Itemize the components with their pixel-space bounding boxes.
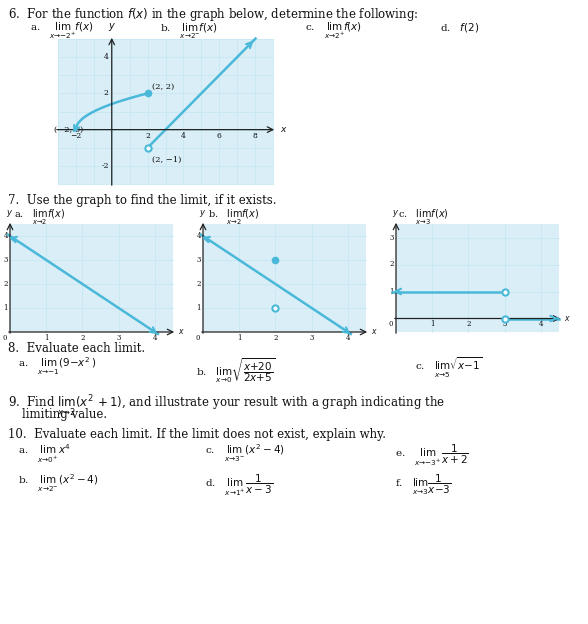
Text: 6: 6 [217,132,222,140]
Bar [396,224,559,332]
Text: $x$: $x$ [178,328,185,336]
Bar [58,39,273,184]
Text: c.   $\lim_{x \to 2^+}\!f(x)$: c. $\lim_{x \to 2^+}\!f(x)$ [305,21,362,41]
Text: 1: 1 [196,304,201,312]
Text: 8.  Evaluate each limit.: 8. Evaluate each limit. [8,342,145,355]
Text: 0: 0 [2,334,7,342]
Text: c.   $\lim_{x \to 3} f(x)$: c. $\lim_{x \to 3} f(x)$ [398,208,449,227]
Text: 4: 4 [196,232,201,240]
Text: b.   $\lim_{x \to 0} \sqrt{\dfrac{x + 20}{2x + 5}}$: b. $\lim_{x \to 0} \sqrt{\dfrac{x + 20}{… [196,356,276,385]
Text: (2, 2): (2, 2) [152,82,174,90]
Text: 2: 2 [80,334,85,342]
Text: 0: 0 [389,321,393,328]
Text: (2, −1): (2, −1) [152,156,181,163]
Text: $y$: $y$ [199,208,206,219]
Text: 2: 2 [466,321,471,328]
Text: 1: 1 [237,334,242,342]
Text: limiting value.: limiting value. [22,408,107,421]
Text: 3: 3 [4,256,8,264]
Text: a.   $\lim_{x \to 0^+} x^4$: a. $\lim_{x \to 0^+} x^4$ [18,443,71,465]
Text: a.   $\lim_{x \to -2^+}\!f(x)$: a. $\lim_{x \to -2^+}\!f(x)$ [30,21,93,41]
Text: $y$: $y$ [108,21,116,33]
Text: 1: 1 [4,304,8,312]
Text: d.   $\lim_{x \to 1^+} \dfrac{1}{x - 3}$: d. $\lim_{x \to 1^+} \dfrac{1}{x - 3}$ [205,473,273,498]
Text: 2: 2 [273,334,278,342]
Text: e.   $\lim_{x \to -3^+} \dfrac{1}{x + 2}$: e. $\lim_{x \to -3^+} \dfrac{1}{x + 2}$ [395,443,469,468]
Text: (−2, 0): (−2, 0) [54,125,83,134]
Text: 2: 2 [4,280,8,288]
Text: f.   $\lim_{x \to 3} \dfrac{1}{x - 3}$: f. $\lim_{x \to 3} \dfrac{1}{x - 3}$ [395,473,452,497]
Text: 10.  Evaluate each limit. If the limit does not exist, explain why.: 10. Evaluate each limit. If the limit do… [8,428,386,441]
Text: b.   $\lim_{x \to 2^-}\!f(x)$: b. $\lim_{x \to 2^-}\!f(x)$ [160,21,218,41]
Text: c.   $\lim_{x \to 5} \sqrt{x - 1}$: c. $\lim_{x \to 5} \sqrt{x - 1}$ [415,356,482,380]
Text: 9.  Find $\lim_{x \to 2} (x^2 + 1)$, and illustrate your result with a graph ind: 9. Find $\lim_{x \to 2} (x^2 + 1)$, and … [8,394,445,419]
Text: $x$: $x$ [371,328,377,336]
Text: 2: 2 [104,89,109,97]
Bar [10,224,173,332]
Text: b.   $\lim_{x \to 2^-} (x^2 - 4)$: b. $\lim_{x \to 2^-} (x^2 - 4)$ [18,473,99,494]
Text: 1: 1 [389,288,394,296]
Text: 3: 3 [309,334,314,342]
Text: 4: 4 [346,334,350,342]
Text: 3: 3 [503,321,507,328]
Text: 2: 2 [145,132,150,140]
Text: 0: 0 [195,334,200,342]
Text: 4: 4 [181,132,186,140]
Text: $y$: $y$ [392,208,400,219]
Text: 2: 2 [196,280,201,288]
Text: a.   $\lim_{x \to 2} f(x)$: a. $\lim_{x \to 2} f(x)$ [14,208,65,227]
Text: 4: 4 [153,334,157,342]
Text: 8: 8 [253,132,258,140]
Text: −2: −2 [71,132,82,140]
Text: 3: 3 [116,334,121,342]
Text: -2: -2 [101,162,109,170]
Bar [203,224,366,332]
Text: a.   $\lim_{x \to -1} (9 - x^2)$: a. $\lim_{x \to -1} (9 - x^2)$ [18,356,96,378]
Text: $x$: $x$ [280,125,288,134]
Text: 6.  For the function $f(x)$ in the graph below, determine the following:: 6. For the function $f(x)$ in the graph … [8,6,419,23]
Text: 4: 4 [4,232,8,240]
Text: 4: 4 [539,321,543,328]
Text: 1: 1 [44,334,48,342]
Text: b.   $\lim_{x \to 2} f(x)$: b. $\lim_{x \to 2} f(x)$ [208,208,259,227]
Text: 4: 4 [104,53,109,61]
Text: $y$: $y$ [6,208,14,219]
Text: 3: 3 [196,256,201,264]
Text: 2: 2 [389,260,394,268]
Text: 3: 3 [390,233,394,241]
Text: c.   $\lim_{x \to 3^-} (x^2 - 4)$: c. $\lim_{x \to 3^-} (x^2 - 4)$ [205,443,285,464]
Text: $x$: $x$ [564,314,571,323]
Text: 7.  Use the graph to find the limit, if it exists.: 7. Use the graph to find the limit, if i… [8,194,276,207]
Text: 1: 1 [430,321,435,328]
Text: d.   $f(2)$: d. $f(2)$ [440,21,479,34]
